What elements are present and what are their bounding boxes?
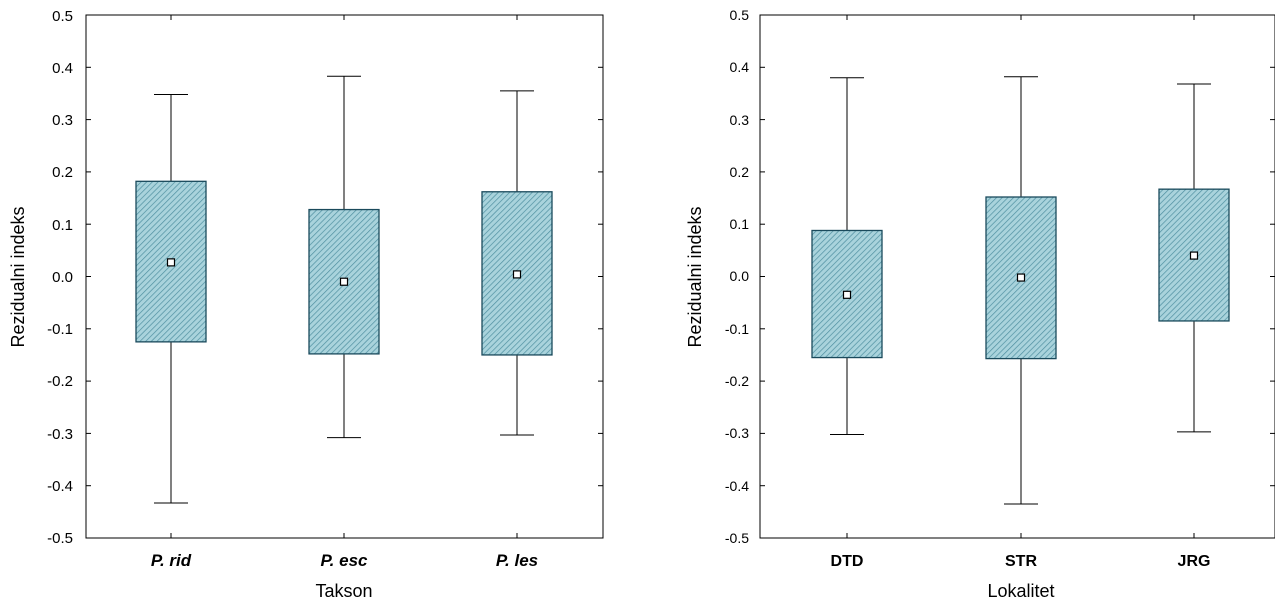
y-tick-label: 0.4 [730,59,750,75]
y-tick-label: -0.2 [47,373,73,390]
y-tick-label: -0.2 [725,373,749,389]
y-tick-label: 0.0 [52,269,73,286]
y-tick-label: -0.1 [725,321,749,337]
y-tick-label: 0.5 [52,8,73,25]
y-tick-label: 0.2 [52,164,73,181]
y-tick-label: -0.4 [725,478,749,494]
y-tick-label: -0.1 [47,321,73,338]
category-label: JRG [1178,553,1211,570]
category-label: DTD [831,553,864,570]
mean-marker [842,290,852,299]
y-tick-labels: 0.5 0.4 0.3 0.2 0.1 0.0 -0.1 -0.2 -0.3 -… [725,7,749,546]
y-tick-label: 0.1 [52,217,73,234]
x-axis-title: Takson [315,581,372,601]
mean-marker [166,258,176,267]
y-tick-label: 0.5 [730,7,750,23]
y-tick-label: 0.2 [730,164,750,180]
y-tick-label: -0.5 [47,530,73,547]
y-tick-label: -0.4 [47,478,73,495]
box-group [760,14,1275,539]
y-tick-label: 0.3 [730,112,750,128]
y-axis-title: Rezidualni indeks [685,206,705,347]
category-label: STR [1005,553,1037,570]
x-axis-title: Lokalitet [987,581,1054,601]
mean-marker [339,277,349,286]
category-label: P. les [496,551,538,570]
category-labels: DTD STR JRG [831,553,1211,570]
chart-lokalitet: 0.5 0.4 0.3 0.2 0.1 0.0 -0.1 -0.2 -0.3 -… [685,7,1275,601]
y-tick-label: 0.1 [730,216,750,232]
mean-marker [1016,273,1026,282]
chart-takson: 0.5 0.4 0.3 0.2 0.1 0.0 -0.1 -0.2 -0.3 -… [8,8,604,601]
y-tick-label: -0.5 [725,530,749,546]
category-label: P. rid [151,551,192,570]
y-tick-label: 0.3 [52,112,73,129]
y-axis-title: Rezidualni indeks [8,206,28,347]
y-tick-label: 0.0 [730,268,750,284]
category-labels: P. rid P. esc P. les [151,551,538,570]
mean-marker [1189,251,1199,260]
mean-marker [512,270,522,279]
y-tick-label: -0.3 [47,426,73,443]
y-tick-labels: 0.5 0.4 0.3 0.2 0.1 0.0 -0.1 -0.2 -0.3 -… [47,8,73,547]
category-label: P. esc [321,551,369,570]
box-group [86,14,603,539]
y-tick-label: 0.4 [52,60,73,77]
y-tick-label: -0.3 [725,425,749,441]
